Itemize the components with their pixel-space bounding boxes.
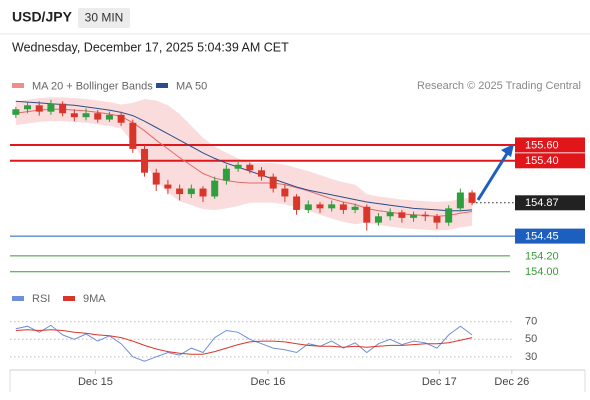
- candle-body: [59, 103, 67, 114]
- candle-body: [421, 214, 429, 217]
- legend-label: MA 20 + Bollinger Bands: [32, 80, 153, 92]
- legend-swatch: [12, 83, 24, 88]
- candle-body: [82, 113, 90, 118]
- interval-box: [78, 8, 130, 28]
- level-label: 154.20: [525, 250, 559, 262]
- candle-body: [258, 170, 265, 177]
- ma-line: [15, 100, 473, 212]
- candle-body: [281, 188, 289, 197]
- candle-body: [398, 212, 406, 218]
- candle-body: [176, 188, 184, 195]
- level-label: 154.45: [525, 231, 559, 243]
- candle-body: [410, 214, 418, 218]
- rsi-line: [15, 329, 473, 355]
- candle-body: [433, 216, 441, 223]
- rsi-line: [15, 324, 473, 362]
- candle-body: [386, 212, 394, 217]
- candle-body: [12, 109, 20, 115]
- candle-body: [351, 206, 359, 210]
- y-tick-label: 50: [525, 333, 537, 345]
- x-tick-label: Dec 16: [251, 376, 286, 388]
- level-label-box: [515, 137, 585, 153]
- candle-body: [211, 180, 219, 197]
- candle-body: [456, 192, 464, 209]
- level-label: 154.87: [525, 197, 559, 209]
- legend-label: RSI: [32, 293, 50, 305]
- candle-body: [70, 113, 78, 118]
- candle-body: [339, 204, 347, 210]
- candle-body: [246, 164, 254, 171]
- candle-body: [94, 113, 102, 120]
- candle-body: [129, 122, 137, 149]
- ma-line: [15, 108, 473, 217]
- level-label: 154.00: [525, 266, 559, 278]
- symbol: USD/JPY: [12, 9, 73, 25]
- candle-body: [374, 216, 382, 223]
- x-tick-label: Dec 26: [494, 376, 529, 388]
- candle-body: [164, 184, 172, 189]
- candle-body: [152, 172, 160, 185]
- candle-body: [117, 114, 125, 123]
- legend-swatch: [63, 296, 75, 301]
- candle-body: [187, 188, 195, 195]
- candle-body: [47, 103, 55, 112]
- target-arrow: [476, 151, 510, 201]
- candle-body: [222, 168, 230, 181]
- legend-label: MA 50: [176, 80, 207, 92]
- candle-body: [316, 204, 324, 209]
- candle-body: [363, 206, 371, 223]
- candle-body: [24, 105, 32, 110]
- candle-body: [199, 188, 207, 197]
- datetime: Wednesday, December 17, 2025 5:04:39 AM …: [12, 40, 289, 54]
- candle-body: [105, 114, 113, 120]
- candle-body: [304, 204, 312, 210]
- candle-body: [35, 105, 43, 112]
- legend-swatch: [156, 83, 168, 88]
- level-label-box: [515, 228, 585, 244]
- candle-body: [445, 208, 453, 223]
- level-label-box: [515, 153, 585, 169]
- candle-body: [468, 192, 476, 203]
- legend-label: 9MA: [83, 293, 106, 305]
- candle-body: [328, 204, 336, 209]
- candle-body: [269, 176, 277, 189]
- candle-body: [141, 148, 149, 173]
- candle-body: [293, 196, 301, 210]
- candle-body: [234, 164, 242, 169]
- level-label-box: [515, 195, 585, 211]
- x-tick-label: Dec 17: [422, 376, 457, 388]
- y-tick-label: 30: [525, 351, 537, 363]
- level-label: 155.60: [525, 139, 559, 151]
- source: Research © 2025 Trading Central: [417, 80, 581, 92]
- level-label: 155.40: [525, 155, 559, 167]
- y-tick-label: 70: [525, 316, 537, 328]
- legend-swatch: [12, 296, 24, 301]
- arrow-head: [501, 144, 514, 157]
- x-tick-label: Dec 15: [78, 376, 113, 388]
- interval: 30 MIN: [85, 11, 124, 25]
